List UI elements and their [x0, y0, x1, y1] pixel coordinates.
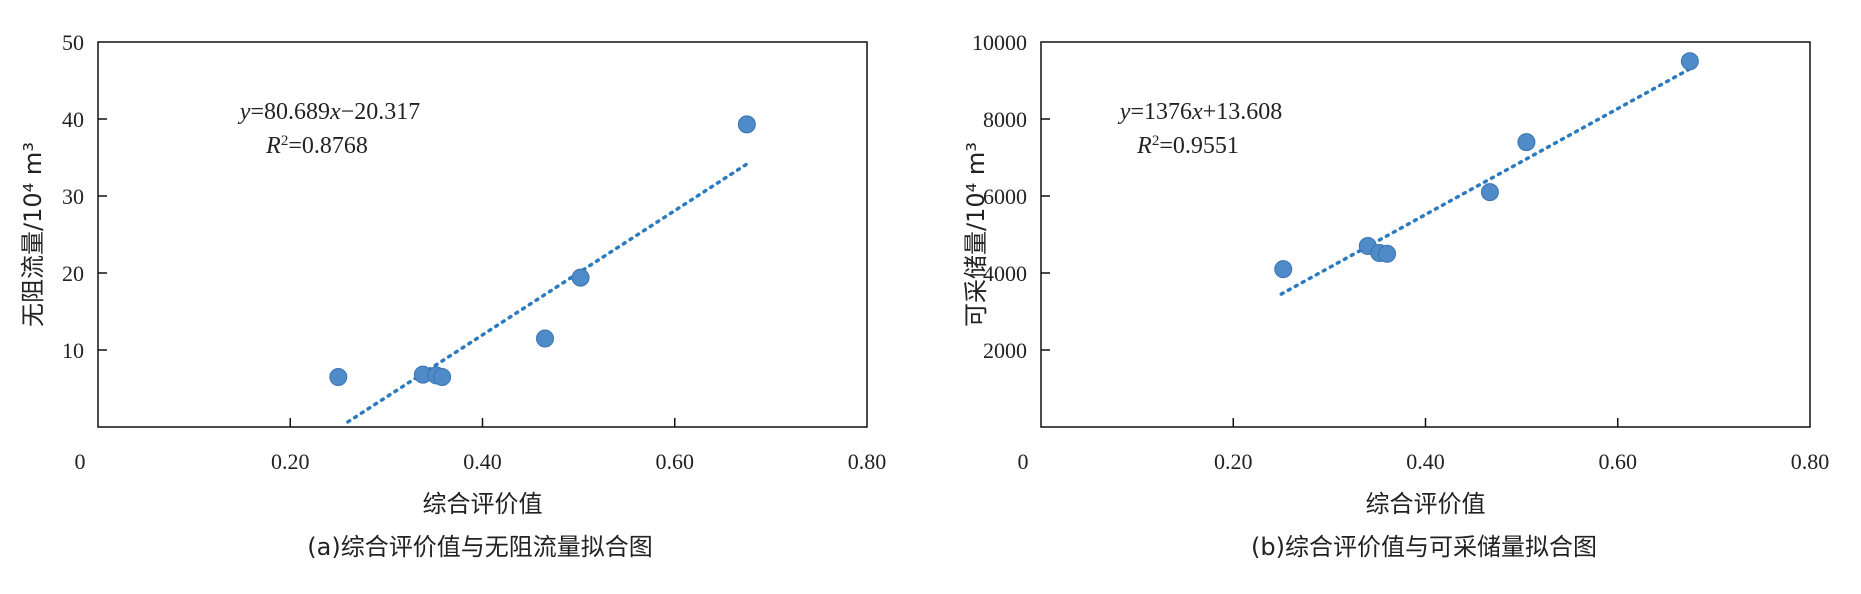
- y-tick-label: 6000: [983, 184, 1027, 209]
- x-tick-label: 0.40: [463, 449, 502, 474]
- y-tick-label: 50: [62, 30, 84, 55]
- data-point: [535, 329, 554, 348]
- fit-line: [1279, 67, 1692, 296]
- chart-panel-b: 0 0.20 0.40 0.60 0.80 2000 4000 6000 8000 10000 y=…: [962, 30, 1829, 561]
- data-point: [1378, 244, 1397, 263]
- plot-frame: [97, 41, 868, 428]
- y-axis-label: 可采储量/10⁴ m³: [962, 142, 990, 327]
- x-tick-label: 0.20: [1214, 449, 1253, 474]
- data-point: [1274, 260, 1293, 279]
- fit-equation: y=80.689x−20.317: [238, 99, 420, 125]
- y-tick-label: 10000: [972, 30, 1027, 55]
- data-point: [433, 367, 452, 386]
- data-point: [1680, 52, 1699, 71]
- data-point: [1480, 183, 1499, 202]
- x-tick-label: 0.60: [1599, 449, 1638, 474]
- data-point: [737, 115, 756, 134]
- data-point: [571, 268, 590, 287]
- r-squared-label: R2=0.8768: [265, 133, 368, 159]
- y-tick-label: 30: [62, 184, 84, 209]
- figure-caption: (a)综合评价值与无阻流量拟合图: [307, 533, 652, 561]
- y-tick-label: 8000: [983, 107, 1027, 132]
- chart-panel-a: 0 0.20 0.40 0.60 0.80 10 20 30 40 50 y=80.689x−20.…: [19, 30, 886, 561]
- y-tick-label: 40: [62, 107, 84, 132]
- x-axis-label: 综合评价值: [1366, 490, 1486, 518]
- y-tick-label: 2000: [983, 338, 1027, 363]
- x-tick-label: 0.40: [1406, 449, 1445, 474]
- fit-equation: y=1376x+13.608: [1118, 99, 1282, 125]
- x-tick-label: 0.80: [848, 449, 887, 474]
- x-tick-label: 0.60: [656, 449, 695, 474]
- x-axis-label: 综合评价值: [423, 490, 543, 518]
- y-axis-label: 无阻流量/10⁴ m³: [19, 142, 47, 327]
- data-point: [329, 367, 348, 386]
- y-tick-label: 4000: [983, 261, 1027, 286]
- y-tick-label: 20: [62, 261, 84, 286]
- figure-caption: (b)综合评价值与可采储量拟合图: [1251, 533, 1597, 561]
- r-squared-label: R2=0.9551: [1136, 133, 1239, 159]
- x-tick-label: 0: [1018, 449, 1029, 474]
- data-point: [1517, 133, 1536, 152]
- x-tick-label: 0: [75, 449, 86, 474]
- y-tick-label: 10: [62, 338, 84, 363]
- x-tick-label: 0.20: [271, 449, 310, 474]
- x-tick-label: 0.80: [1791, 449, 1830, 474]
- fit-line: [346, 162, 749, 424]
